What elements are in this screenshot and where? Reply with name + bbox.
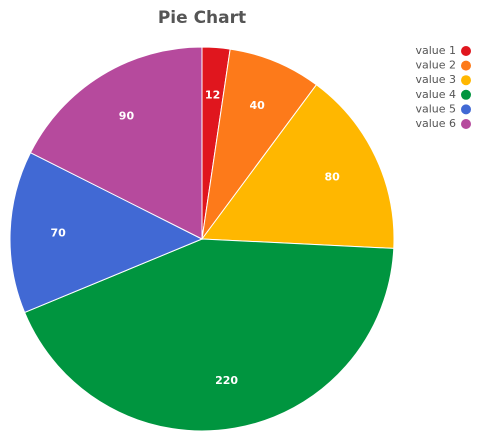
- legend-swatch: [461, 89, 471, 100]
- legend-label: value 4: [415, 88, 456, 101]
- legend-label: value 3: [415, 73, 456, 86]
- data-label: 40: [249, 99, 265, 112]
- pie-slice: [201, 84, 395, 249]
- data-label: 80: [325, 170, 341, 183]
- data-label: 220: [215, 374, 238, 387]
- legend-swatch: [461, 75, 471, 86]
- legend-swatch: [461, 104, 471, 115]
- legend-label: value 5: [415, 102, 456, 115]
- legend-swatch: [461, 60, 471, 71]
- pie-slice: [29, 46, 203, 240]
- legend-label: value 6: [415, 117, 456, 130]
- legend-label: value 2: [415, 59, 456, 72]
- pie-slice: [23, 238, 395, 432]
- data-label: 70: [50, 227, 66, 240]
- legend-swatch: [461, 119, 471, 129]
- legend-label: value 1: [415, 44, 456, 57]
- legend-swatch: [461, 46, 471, 56]
- data-label: 90: [119, 109, 135, 122]
- pie-slice: [9, 152, 204, 314]
- pie-slice: [201, 48, 318, 240]
- chart-title: Pie Chart: [158, 8, 246, 28]
- data-label: 12: [205, 88, 220, 101]
